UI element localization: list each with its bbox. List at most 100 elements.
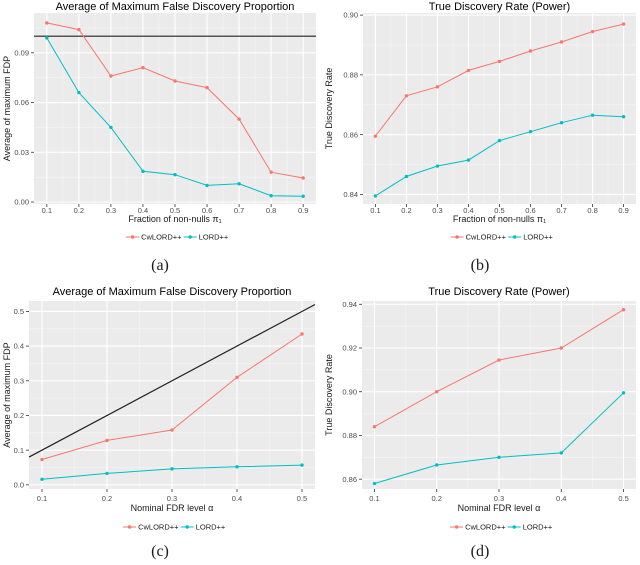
y-tick-label: 0.1	[14, 446, 24, 455]
legend-key-point	[455, 235, 459, 239]
data-point	[497, 455, 501, 460]
data-point	[235, 375, 239, 380]
legend-key-point	[512, 525, 516, 529]
x-tick-label: 0.3	[494, 494, 504, 503]
data-point	[559, 346, 563, 350]
chart-panel-b: 0.1 0.2 0.3 0.4 0.5 0.6 0.7 0.8 0.9 0.84 0.86 0.88 0…	[324, 1, 636, 242]
data-point	[235, 465, 239, 469]
y-tick-label: 0.06	[14, 98, 29, 107]
y-tick-label: 0.03	[14, 148, 29, 157]
data-point	[621, 115, 626, 119]
x-tick-label: 0.6	[202, 206, 212, 215]
x-tick-label: 0.4	[232, 494, 242, 503]
data-point	[404, 94, 409, 98]
data-point	[466, 158, 471, 162]
x-tick-label: 0.2	[401, 206, 411, 215]
x-tick-label: 0.7	[556, 206, 566, 215]
x-axis-title: Fraction of non-nulls π₁	[453, 214, 546, 224]
y-tick-label: 0.90	[343, 11, 358, 20]
caption-b: (b)	[470, 257, 490, 274]
data-point	[497, 138, 502, 143]
plot-title: Average of Maximum False Discovery Propo…	[56, 1, 295, 13]
data-point	[141, 169, 145, 174]
y-axis-title: Average of maximum FDP	[2, 342, 12, 447]
data-point	[109, 125, 113, 130]
data-point	[497, 59, 502, 64]
x-tick-label: 0.4	[138, 206, 148, 215]
x-tick-label: 0.1	[42, 206, 52, 215]
y-tick-label: 0.90	[342, 387, 357, 396]
y-tick-label: 0.3	[14, 376, 24, 385]
data-point	[528, 129, 533, 134]
x-tick-label: 0.1	[370, 206, 380, 215]
data-point	[105, 471, 109, 476]
legend-label: LORD++	[523, 233, 553, 242]
legend-label: LORD++	[196, 523, 226, 530]
chart-panel-c: 0.1 0.2 0.3 0.4 0.5 0.0 0.1 0.2 0.3 0.4 0.5 Average…	[2, 286, 316, 530]
x-tick-label: 0.8	[587, 206, 597, 215]
legend-label: CwLORD++	[466, 233, 507, 242]
data-point	[141, 66, 145, 70]
y-axis-title: Average of maximum FDP	[2, 56, 12, 161]
legend-key-point	[185, 525, 189, 529]
data-point	[205, 85, 209, 90]
x-axis-title: Nominal FDR level α	[458, 503, 541, 513]
legend-key-point	[454, 525, 459, 529]
x-tick-label: 0.6	[525, 206, 535, 215]
data-point	[372, 481, 377, 486]
caption-a: (a)	[151, 257, 169, 274]
data-point	[237, 117, 241, 121]
data-point	[237, 182, 241, 186]
legend-key-point	[130, 235, 135, 239]
y-axis-title: True Discovery Rate	[324, 68, 334, 150]
data-point	[105, 438, 109, 443]
caption-c: (c)	[151, 543, 169, 560]
data-point	[372, 424, 377, 429]
subfigure-d: 0.1 0.2 0.3 0.4 0.5 0.86 0.88 0.90 0.92 0.94 True …	[320, 282, 640, 565]
data-point	[559, 120, 564, 125]
x-tick-label: 0.2	[432, 494, 442, 503]
x-tick-label: 0.7	[234, 206, 244, 215]
data-point	[173, 172, 177, 177]
x-tick-label: 0.8	[266, 206, 276, 215]
y-tick-label: 0.94	[342, 300, 357, 309]
data-point	[109, 74, 113, 78]
data-point	[170, 467, 174, 471]
subfigure-c: 0.1 0.2 0.3 0.4 0.5 0.0 0.1 0.2 0.3 0.4 0.5 Average…	[0, 282, 320, 565]
legend-key-point	[127, 525, 132, 529]
legend-label: LORD++	[523, 523, 553, 530]
x-tick-label: 0.9	[618, 206, 628, 215]
y-tick-label: 0.5	[14, 307, 24, 316]
plot-title: True Discovery Rate (Power)	[428, 286, 569, 298]
x-tick-label: 0.1	[369, 494, 379, 503]
x-tick-label: 0.2	[74, 206, 84, 215]
y-tick-label: 0.84	[343, 190, 358, 199]
data-point	[404, 174, 409, 179]
x-tick-label: 0.5	[170, 206, 180, 215]
data-point	[621, 308, 626, 312]
data-point	[528, 49, 533, 53]
y-tick-label: 0.2	[14, 411, 24, 420]
x-axis-title: Fraction of non-nulls π₁	[128, 214, 221, 224]
data-point	[45, 21, 49, 25]
data-point	[269, 194, 273, 198]
legend-label: LORD++	[199, 233, 229, 242]
y-tick-label: 0.92	[342, 344, 357, 353]
data-point	[205, 183, 209, 188]
data-point	[559, 451, 563, 455]
x-tick-label: 0.5	[494, 206, 504, 215]
subfigure-a: 0.1 0.2 0.3 0.4 0.5 0.6 0.7 0.8 0.9 0.00 0.03 0.06 0…	[0, 0, 320, 282]
caption-d: (d)	[470, 543, 490, 560]
plot-title: True Discovery Rate (Power)	[429, 1, 570, 13]
legend-key-point	[188, 235, 192, 239]
data-point	[300, 463, 304, 467]
data-point	[170, 428, 174, 432]
data-point	[621, 22, 626, 26]
data-point	[621, 391, 626, 395]
chart-panel-a: 0.1 0.2 0.3 0.4 0.5 0.6 0.7 0.8 0.9 0.00 0.03 0.06 0…	[2, 1, 316, 242]
x-tick-label: 0.3	[432, 206, 442, 215]
x-tick-label: 0.5	[618, 494, 628, 503]
x-tick-label: 0.5	[297, 494, 307, 503]
legend-key-point	[513, 235, 517, 239]
